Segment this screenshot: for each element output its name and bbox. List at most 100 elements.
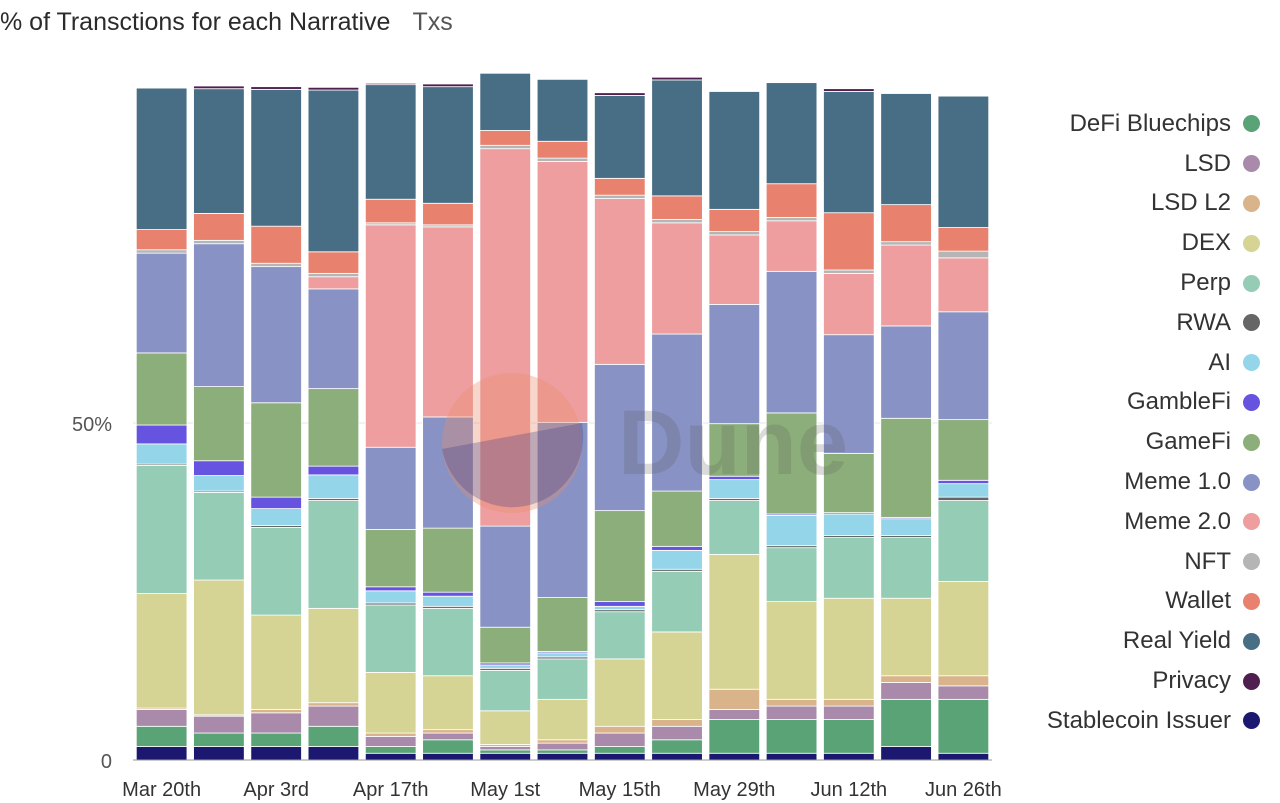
legend-item[interactable]: GameFi <box>980 422 1260 462</box>
legend-label: GambleFi <box>1127 388 1231 416</box>
legend-item[interactable]: Real Yield <box>980 621 1260 661</box>
bar-segment-meme-2-0-10 <box>709 235 760 304</box>
legend-swatch-icon <box>1243 553 1260 570</box>
bar-segment-meme-2-0-9 <box>652 223 703 334</box>
legend-item[interactable]: Meme 1.0 <box>980 462 1260 502</box>
legend-item[interactable]: AI <box>980 343 1260 383</box>
legend-swatch-icon <box>1243 593 1260 610</box>
bar-segment-privacy-2 <box>251 87 302 90</box>
bar-segment-defi-bluechips-8 <box>594 747 645 754</box>
bar-segment-lsd-l2-13 <box>881 676 932 683</box>
bar-segment-real-yield-11 <box>766 83 817 184</box>
bar-segment-real-yield-5 <box>423 87 474 204</box>
bar-segment-wallet-2 <box>251 226 302 263</box>
bar-segment-defi-bluechips-3 <box>308 726 359 746</box>
bar-segment-perp-7 <box>537 659 588 699</box>
bar-segment-meme-2-0-11 <box>766 221 817 272</box>
legend-item[interactable]: DeFi Bluechips <box>980 104 1260 144</box>
bar-segment-gamefi-9 <box>652 491 703 546</box>
legend-swatch-icon <box>1243 434 1260 451</box>
bar-segment-dex-3 <box>308 608 359 702</box>
stacked-bar-chart: 0 50% Mar 20th Apr 3rd Apr 17th May 1st May 15… <box>0 0 1010 803</box>
bar-segment-privacy-13 <box>881 93 932 94</box>
legend-item[interactable]: LSD <box>980 144 1260 184</box>
bar-segment-privacy-0 <box>136 87 187 88</box>
bar-segment-gamblefi-4 <box>365 587 416 591</box>
legend-item[interactable]: Perp <box>980 263 1260 303</box>
legend-item[interactable]: DEX <box>980 223 1260 263</box>
bar-segment-lsd-3 <box>308 706 359 726</box>
legend-item[interactable]: Privacy <box>980 661 1260 701</box>
bar-segment-stablecoin-issuer-8 <box>594 753 645 760</box>
legend-item[interactable]: GambleFi <box>980 383 1260 423</box>
bar-segment-meme-2-0-4 <box>365 225 416 447</box>
legend-item[interactable]: LSD L2 <box>980 184 1260 224</box>
x-tick-label: May 15th <box>579 779 661 801</box>
bar-segment-gamblefi-2 <box>251 497 302 508</box>
x-tick-label: Apr 3rd <box>243 779 309 801</box>
bar-segment-defi-bluechips-2 <box>251 733 302 746</box>
bar-segment-lsd-10 <box>709 709 760 719</box>
legend-label: DeFi Bluechips <box>1070 110 1231 138</box>
bar-segment-privacy-10 <box>709 91 760 92</box>
legend-label: Perp <box>1180 269 1231 297</box>
legend-label: GameFi <box>1146 428 1231 456</box>
bar-segment-lsd-9 <box>652 726 703 739</box>
bar-segment-defi-bluechips-0 <box>136 726 187 746</box>
legend-swatch-icon <box>1243 195 1260 212</box>
legend-item[interactable]: RWA <box>980 303 1260 343</box>
bar-segment-defi-bluechips-7 <box>537 750 588 753</box>
y-tick-label: 50% <box>72 414 112 436</box>
bar-segment-dex-7 <box>537 699 588 739</box>
bar-segment-wallet-10 <box>709 209 760 231</box>
legend-label: LSD L2 <box>1151 189 1231 217</box>
bar-segment-real-yield-4 <box>365 85 416 200</box>
bar-segment-nft-8 <box>594 195 645 198</box>
bar-segment-gamefi-13 <box>881 418 932 517</box>
legend-label: Real Yield <box>1123 627 1231 655</box>
bar-segment-gamefi-1 <box>194 387 245 461</box>
bar-segment-defi-bluechips-12 <box>823 720 874 754</box>
legend-item[interactable]: NFT <box>980 542 1260 582</box>
legend-label: DEX <box>1182 229 1231 257</box>
legend-label: Wallet <box>1165 587 1231 615</box>
bar-segment-real-yield-8 <box>594 95 645 178</box>
bar-segment-stablecoin-issuer-3 <box>308 747 359 760</box>
bar-segment-dex-9 <box>652 632 703 720</box>
bar-segment-gamblefi-8 <box>594 602 645 607</box>
bar-segment-lsd-2 <box>251 713 302 733</box>
bar-segment-lsd-7 <box>537 743 588 750</box>
bar-segment-wallet-1 <box>194 213 245 240</box>
legend-swatch-icon <box>1243 155 1260 172</box>
bar-segment-defi-bluechips-5 <box>423 740 474 753</box>
legend-item[interactable]: Wallet <box>980 582 1260 622</box>
bar-segment-real-yield-0 <box>136 88 187 230</box>
bar-segment-gamefi-5 <box>423 528 474 592</box>
x-tick-label: Jun 26th <box>925 779 1002 801</box>
bar-segment-lsd-l2-5 <box>423 730 474 733</box>
bar-segment-meme-1-0-13 <box>881 326 932 418</box>
bar-segment-lsd-l2-3 <box>308 703 359 706</box>
bar-segment-wallet-4 <box>365 199 416 223</box>
legend-swatch-icon <box>1243 474 1260 491</box>
bar-segment-wallet-5 <box>423 203 474 225</box>
bar-segment-stablecoin-issuer-9 <box>652 753 703 760</box>
bar-segment-lsd-1 <box>194 716 245 733</box>
bar-segment-gamblefi-3 <box>308 466 359 475</box>
bar-segment-stablecoin-issuer-13 <box>881 747 932 760</box>
bar-segment-gamblefi-9 <box>652 546 703 550</box>
bar-segment-defi-bluechips-13 <box>881 699 932 746</box>
bar-segment-real-yield-10 <box>709 91 760 209</box>
bar-segment-meme-2-0-3 <box>308 277 359 289</box>
bar-segment-stablecoin-issuer-4 <box>365 753 416 760</box>
bar-segment-perp-6 <box>480 670 531 710</box>
bar-segment-nft-2 <box>251 263 302 266</box>
legend-swatch-icon <box>1243 314 1260 331</box>
bar-segment-defi-bluechips-11 <box>766 720 817 754</box>
bar-segment-gamefi-6 <box>480 627 531 663</box>
bar-segment-lsd-l2-11 <box>766 699 817 706</box>
legend-item[interactable]: Stablecoin Issuer <box>980 701 1260 741</box>
legend-item[interactable]: Meme 2.0 <box>980 502 1260 542</box>
legend-swatch-icon <box>1243 673 1260 690</box>
bar-segment-defi-bluechips-9 <box>652 740 703 753</box>
